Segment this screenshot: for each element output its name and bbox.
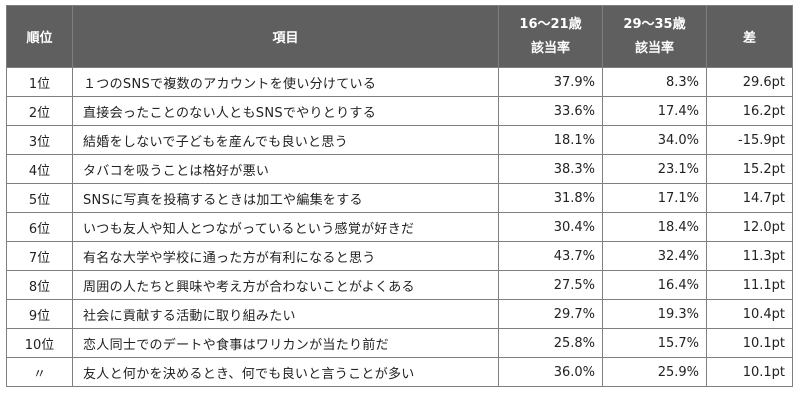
young-rate-cell: 31.8% bbox=[498, 183, 603, 213]
rank-cell: 〃 bbox=[6, 357, 73, 387]
item-cell: いつも友人や知人とつながっているという感覚が好きだ bbox=[72, 212, 499, 242]
item-cell: 結婚をしないで子どもを産んでも良いと思う bbox=[72, 125, 499, 155]
older-rate-cell: 16.4% bbox=[602, 270, 707, 300]
diff-cell: -15.9pt bbox=[706, 125, 793, 155]
item-cell: 有名な大学や学校に通った方が有利になると思う bbox=[72, 241, 499, 271]
header-row: 順位 項目 16～21歳 該当率 29～35歳 該当率 差 bbox=[6, 5, 793, 68]
item-cell: １つのSNSで複数のアカウントを使い分けている bbox=[72, 67, 499, 97]
item-cell: 友人と何かを決めるとき、何でも良いと言うことが多い bbox=[72, 357, 499, 387]
rank-cell: 4位 bbox=[6, 154, 73, 184]
table-row: 6位 いつも友人や知人とつながっているという感覚が好きだ 30.4% 18.4%… bbox=[6, 212, 793, 242]
older-rate-cell: 15.7% bbox=[602, 328, 707, 358]
item-cell: 周囲の人たちと興味や考え方が合わないことがよくある bbox=[72, 270, 499, 300]
young-rate-cell: 27.5% bbox=[498, 270, 603, 300]
diff-cell: 10.1pt bbox=[706, 357, 793, 387]
header-young-age: 16～21歳 bbox=[519, 16, 582, 32]
table-row: 10位 恋人同士でのデートや食事はワリカンが当たり前だ 25.8% 15.7% … bbox=[6, 328, 793, 358]
table-row: 2位 直接会ったことのない人ともSNSでやりとりする 33.6% 17.4% 1… bbox=[6, 96, 793, 126]
header-young-rate: 16～21歳 該当率 bbox=[498, 5, 603, 68]
table-row: 9位 社会に貢献する活動に取り組みたい 29.7% 19.3% 10.4pt bbox=[6, 299, 793, 329]
older-rate-cell: 25.9% bbox=[602, 357, 707, 387]
young-rate-cell: 29.7% bbox=[498, 299, 603, 329]
diff-cell: 29.6pt bbox=[706, 67, 793, 97]
header-older-label: 該当率 bbox=[634, 40, 674, 56]
header-older-age: 29～35歳 bbox=[623, 16, 686, 32]
rank-cell: 10位 bbox=[6, 328, 73, 358]
diff-cell: 14.7pt bbox=[706, 183, 793, 213]
young-rate-cell: 37.9% bbox=[498, 67, 603, 97]
rank-cell: 6位 bbox=[6, 212, 73, 242]
rank-cell: 1位 bbox=[6, 67, 73, 97]
diff-cell: 10.1pt bbox=[706, 328, 793, 358]
young-rate-cell: 36.0% bbox=[498, 357, 603, 387]
item-cell: 恋人同士でのデートや食事はワリカンが当たり前だ bbox=[72, 328, 499, 358]
diff-cell: 12.0pt bbox=[706, 212, 793, 242]
older-rate-cell: 17.4% bbox=[602, 96, 707, 126]
header-rank: 順位 bbox=[6, 5, 73, 68]
diff-cell: 11.1pt bbox=[706, 270, 793, 300]
young-rate-cell: 25.8% bbox=[498, 328, 603, 358]
rank-cell: 8位 bbox=[6, 270, 73, 300]
rank-cell: 9位 bbox=[6, 299, 73, 329]
header-young-label: 該当率 bbox=[530, 40, 570, 56]
table-body: 1位 １つのSNSで複数のアカウントを使い分けている 37.9% 8.3% 29… bbox=[6, 67, 793, 387]
rank-cell: 2位 bbox=[6, 96, 73, 126]
diff-cell: 16.2pt bbox=[706, 96, 793, 126]
item-cell: 直接会ったことのない人ともSNSでやりとりする bbox=[72, 96, 499, 126]
header-older-rate: 29～35歳 該当率 bbox=[602, 5, 707, 68]
rank-cell: 3位 bbox=[6, 125, 73, 155]
diff-cell: 11.3pt bbox=[706, 241, 793, 271]
item-cell: タバコを吸うことは格好が悪い bbox=[72, 154, 499, 184]
diff-cell: 15.2pt bbox=[706, 154, 793, 184]
young-rate-cell: 33.6% bbox=[498, 96, 603, 126]
young-rate-cell: 38.3% bbox=[498, 154, 603, 184]
table-row: 3位 結婚をしないで子どもを産んでも良いと思う 18.1% 34.0% -15.… bbox=[6, 125, 793, 155]
young-rate-cell: 18.1% bbox=[498, 125, 603, 155]
rank-cell: 5位 bbox=[6, 183, 73, 213]
table-row: 4位 タバコを吸うことは格好が悪い 38.3% 23.1% 15.2pt bbox=[6, 154, 793, 184]
table-row: 8位 周囲の人たちと興味や考え方が合わないことがよくある 27.5% 16.4%… bbox=[6, 270, 793, 300]
item-cell: SNSに写真を投稿するときは加工や編集をする bbox=[72, 183, 499, 213]
older-rate-cell: 34.0% bbox=[602, 125, 707, 155]
older-rate-cell: 19.3% bbox=[602, 299, 707, 329]
table-row: 1位 １つのSNSで複数のアカウントを使い分けている 37.9% 8.3% 29… bbox=[6, 67, 793, 97]
older-rate-cell: 8.3% bbox=[602, 67, 707, 97]
ranking-table-container: 順位 項目 16～21歳 該当率 29～35歳 該当率 差 1位 １つのSNSで… bbox=[6, 5, 793, 387]
item-cell: 社会に貢献する活動に取り組みたい bbox=[72, 299, 499, 329]
table-row: 〃 友人と何かを決めるとき、何でも良いと言うことが多い 36.0% 25.9% … bbox=[6, 357, 793, 387]
ranking-table: 順位 項目 16～21歳 該当率 29～35歳 該当率 差 1位 １つのSNSで… bbox=[6, 5, 793, 387]
header-diff: 差 bbox=[706, 5, 793, 68]
diff-cell: 10.4pt bbox=[706, 299, 793, 329]
rank-cell: 7位 bbox=[6, 241, 73, 271]
young-rate-cell: 43.7% bbox=[498, 241, 603, 271]
table-row: 5位 SNSに写真を投稿するときは加工や編集をする 31.8% 17.1% 14… bbox=[6, 183, 793, 213]
older-rate-cell: 18.4% bbox=[602, 212, 707, 242]
older-rate-cell: 23.1% bbox=[602, 154, 707, 184]
older-rate-cell: 17.1% bbox=[602, 183, 707, 213]
older-rate-cell: 32.4% bbox=[602, 241, 707, 271]
young-rate-cell: 30.4% bbox=[498, 212, 603, 242]
table-row: 7位 有名な大学や学校に通った方が有利になると思う 43.7% 32.4% 11… bbox=[6, 241, 793, 271]
header-item: 項目 bbox=[72, 5, 499, 68]
